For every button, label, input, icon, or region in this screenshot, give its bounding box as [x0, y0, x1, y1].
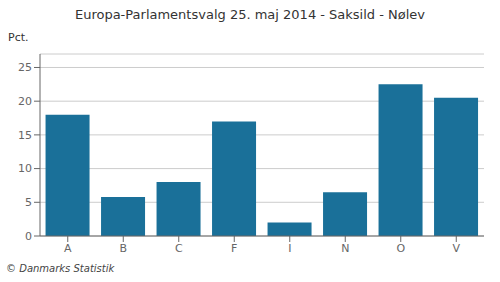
html-text:© Danmarks Statistik: © Danmarks Statistik	[6, 263, 115, 274]
svg-text:C: C	[175, 242, 183, 255]
svg-text:15: 15	[18, 129, 32, 142]
svg-text:20: 20	[18, 95, 32, 108]
svg-text:F: F	[231, 242, 237, 255]
svg-text:N: N	[341, 242, 349, 255]
svg-text:B: B	[119, 242, 127, 255]
html-text:Pct.: Pct.	[8, 31, 29, 44]
svg-text:0: 0	[25, 230, 32, 243]
svg-text:V: V	[452, 242, 460, 255]
svg-text:A: A	[64, 242, 72, 255]
svg-text:5: 5	[25, 196, 32, 209]
svg-text:10: 10	[18, 162, 32, 175]
svg-text:25: 25	[18, 61, 32, 74]
html-text:Europa-Parlamentsvalg 25. maj: Europa-Parlamentsvalg 25. maj 2014 - Sak…	[74, 7, 425, 22]
svg-text:O: O	[396, 242, 405, 255]
svg-text:I: I	[288, 242, 291, 255]
